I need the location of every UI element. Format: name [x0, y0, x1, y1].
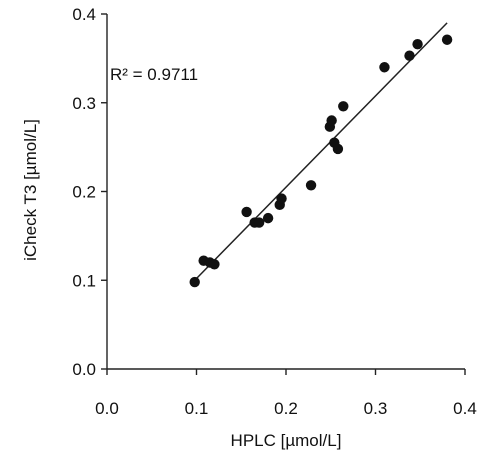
- y-axis-ticks: 0.0 0.1 0.2 0.3 0.4: [72, 5, 107, 379]
- data-points: [189, 34, 453, 288]
- data-point: [379, 62, 390, 73]
- x-tick-label: 0.3: [364, 399, 388, 418]
- x-tick-label: 0.2: [274, 399, 298, 418]
- data-point: [338, 101, 349, 112]
- data-point: [209, 259, 220, 270]
- data-point: [412, 38, 423, 50]
- r-squared-annotation: R² = 0.9711: [110, 65, 198, 84]
- y-axis-title: iCheck T3 [µmol/L]: [21, 119, 40, 261]
- data-point: [276, 193, 287, 204]
- data-point: [189, 276, 200, 288]
- data-point: [305, 180, 317, 191]
- data-point: [332, 143, 344, 155]
- y-tick-label: 0.0: [72, 360, 96, 379]
- data-point: [326, 115, 337, 126]
- data-point: [241, 206, 252, 218]
- y-tick-label: 0.3: [72, 94, 96, 113]
- x-axis-ticks: 0.0 0.1 0.2 0.3 0.4: [95, 369, 477, 418]
- data-point: [441, 34, 453, 45]
- y-tick-label: 0.2: [72, 183, 96, 202]
- x-axis-title: HPLC [µmol/L]: [231, 431, 342, 450]
- y-tick-label: 0.1: [72, 271, 96, 290]
- x-tick-label: 0.4: [453, 399, 477, 418]
- y-tick-label: 0.4: [72, 5, 96, 24]
- x-tick-label: 0.1: [185, 399, 209, 418]
- plot-area: 0.0 0.1 0.2 0.3 0.4 0.0 0.1 0.2 0.3 0.4: [72, 5, 476, 418]
- data-point: [404, 50, 415, 61]
- trendline: [195, 22, 448, 280]
- data-point: [253, 217, 265, 228]
- x-tick-label: 0.0: [95, 399, 119, 418]
- data-point: [262, 212, 274, 224]
